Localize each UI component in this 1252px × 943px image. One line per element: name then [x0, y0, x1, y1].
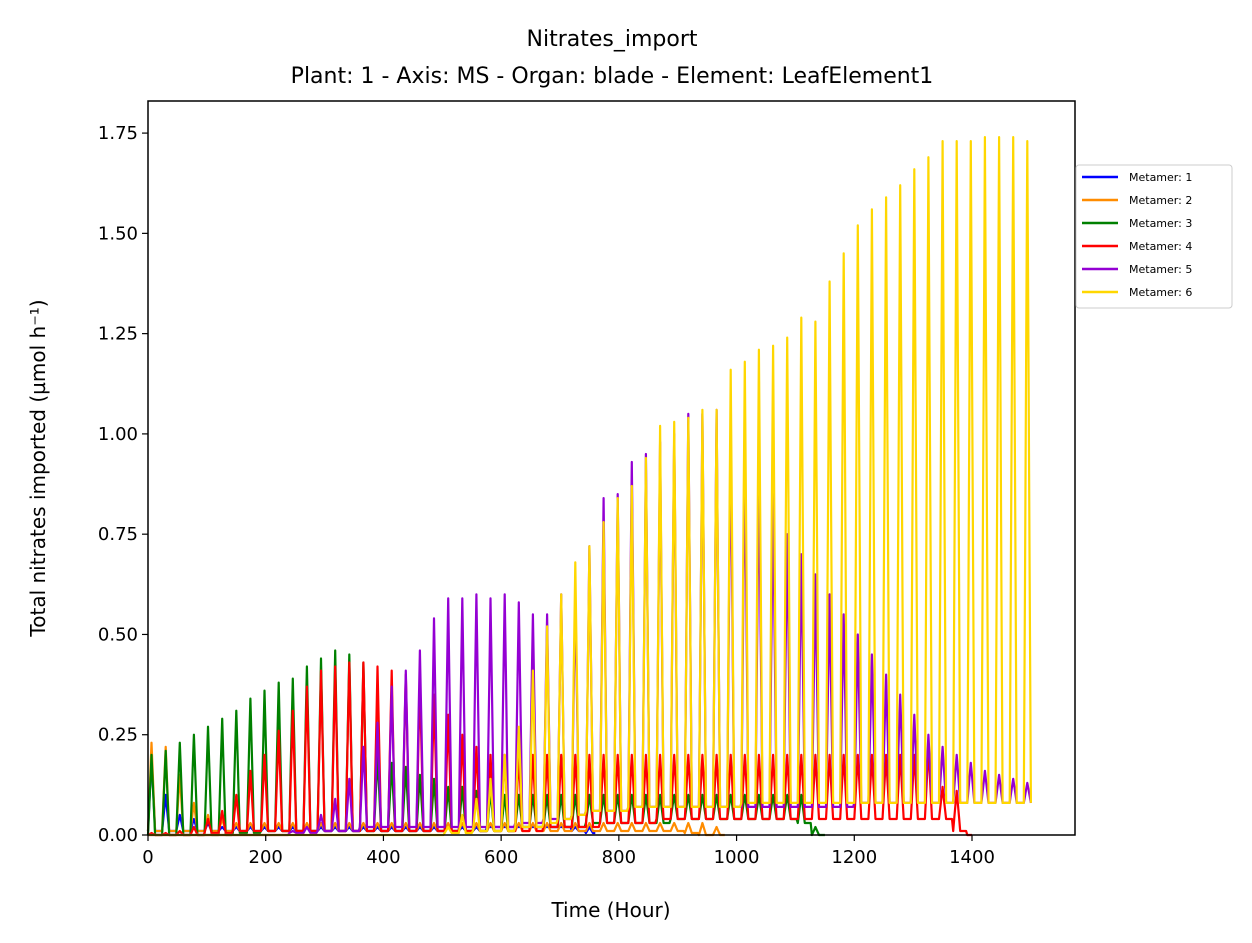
x-tick-label: 1200 — [831, 847, 877, 868]
legend-label: Metamer: 5 — [1129, 263, 1192, 276]
chart-title: Nitrates_import — [527, 27, 698, 52]
y-tick-label: 0.00 — [98, 825, 138, 846]
y-axis-label: Total nitrates imported (µmol h⁻¹) — [26, 299, 50, 637]
legend-label: Metamer: 3 — [1129, 217, 1192, 230]
x-axis: 0 200 400 600 800 1000 1200 1400 — [142, 835, 995, 868]
series-line-4 — [147, 661, 972, 837]
x-tick-label: 1000 — [714, 847, 760, 868]
y-tick-label: 0.75 — [98, 524, 138, 545]
y-tick-label: 0.25 — [98, 725, 138, 746]
y-tick-label: 0.50 — [98, 624, 138, 645]
x-tick-label: 0 — [142, 847, 153, 868]
y-tick-label: 1.25 — [98, 324, 138, 345]
x-tick-label: 600 — [484, 847, 518, 868]
x-axis-label: Time (Hour) — [550, 898, 670, 922]
chart-subtitle: Plant: 1 - Axis: MS - Organ: blade - Ele… — [291, 64, 934, 89]
y-tick-label: 1.75 — [98, 123, 138, 144]
y-tick-label: 1.00 — [98, 424, 138, 445]
x-tick-label: 400 — [366, 847, 400, 868]
x-tick-label: 200 — [249, 847, 283, 868]
legend: Metamer: 1 Metamer: 2 Metamer: 3 Metamer: 4… — [1075, 164, 1233, 309]
series-layer — [146, 136, 1033, 837]
legend-label: Metamer: 1 — [1129, 171, 1192, 184]
plot-frame — [147, 100, 1076, 836]
x-tick-label: 1400 — [949, 847, 995, 868]
y-tick-label: 1.50 — [98, 223, 138, 244]
legend-label: Metamer: 2 — [1129, 194, 1192, 207]
series-line-1 — [146, 753, 596, 835]
legend-label: Metamer: 6 — [1129, 286, 1192, 299]
y-axis: 0.00 0.25 0.50 0.75 1.00 1.25 1.50 1.75 — [98, 123, 148, 846]
legend-label: Metamer: 4 — [1129, 240, 1192, 253]
x-tick-label: 800 — [602, 847, 636, 868]
